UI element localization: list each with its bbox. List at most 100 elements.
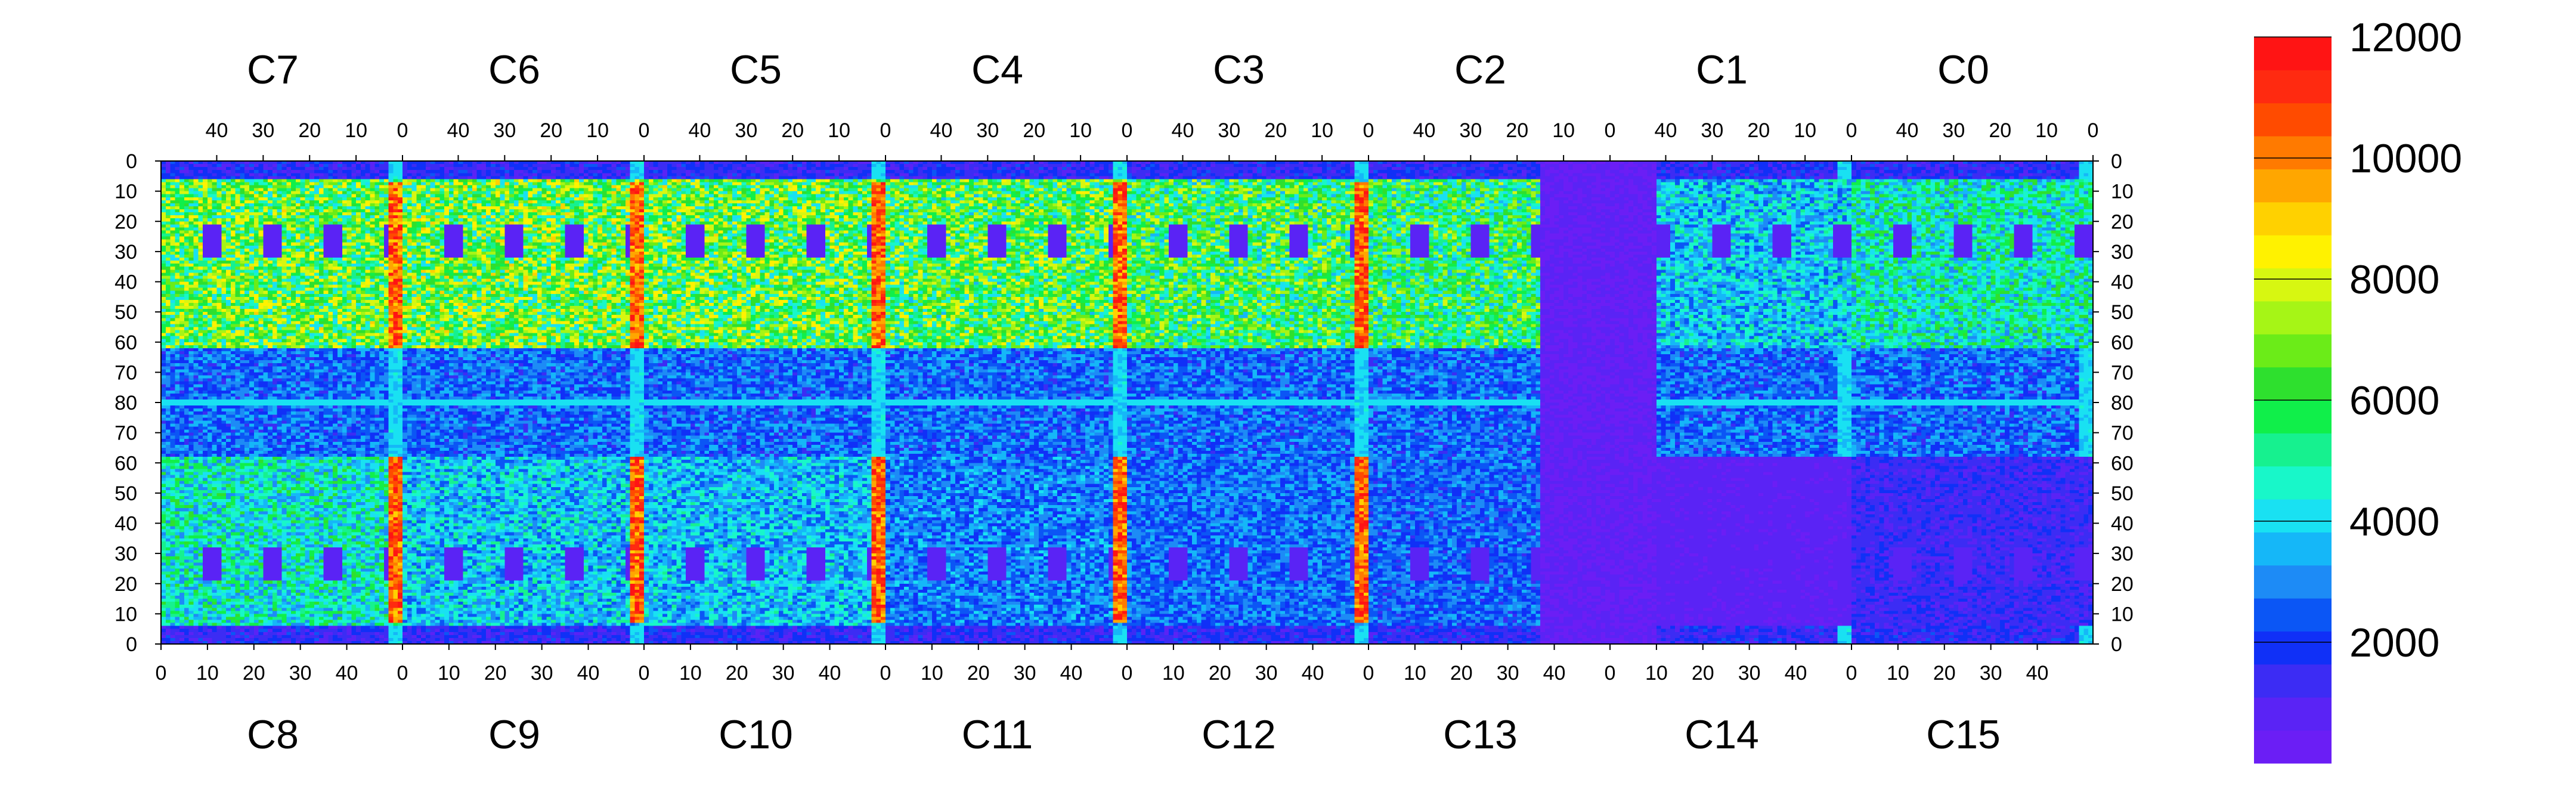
y-tick-label-left: 60 bbox=[114, 332, 137, 354]
colorbar-segment bbox=[2254, 730, 2332, 764]
colorbar-segment bbox=[2254, 532, 2332, 566]
bottom-x-tick-label: 40 bbox=[336, 662, 358, 685]
bottom-x-tick-label: 0 bbox=[156, 662, 167, 685]
colorbar-tick-label: 8000 bbox=[2349, 257, 2439, 302]
heatmap-image bbox=[161, 161, 2093, 644]
top-x-tick-label: 30 bbox=[1218, 119, 1240, 142]
chip-label-top: C5 bbox=[730, 47, 782, 92]
bottom-x-tick-label: 0 bbox=[1122, 662, 1133, 685]
colorbar-segment bbox=[2254, 136, 2332, 169]
bottom-x-tick-label: 20 bbox=[1209, 662, 1231, 685]
y-tick-label-left: 10 bbox=[114, 603, 137, 626]
y-tick-label-right: 60 bbox=[2111, 332, 2134, 354]
y-tick-label-left: 50 bbox=[114, 482, 137, 505]
y-tick-label-right: 30 bbox=[2111, 241, 2134, 264]
colorbar-segment bbox=[2254, 37, 2332, 70]
y-tick-label-right: 60 bbox=[2111, 452, 2134, 475]
colorbar-segment bbox=[2254, 631, 2332, 665]
bottom-x-tick-label: 10 bbox=[1162, 662, 1185, 685]
top-x-tick-label: 10 bbox=[1311, 119, 1333, 142]
bottom-x-tick-label: 10 bbox=[196, 662, 219, 685]
colorbar-segment bbox=[2254, 169, 2332, 203]
colorbar-segment bbox=[2254, 235, 2332, 269]
colorbar-segment bbox=[2254, 466, 2332, 500]
bottom-x-tick-label: 0 bbox=[1605, 662, 1616, 685]
chip-labels: C7 C6 C5 C4 C3 C2 C1 C0 C8 C9 C10 C11 C12 C13 C14 C15 bbox=[247, 47, 2001, 757]
top-x-tick-label: 20 bbox=[1747, 119, 1770, 142]
chip-label-bottom: C8 bbox=[247, 712, 299, 757]
top-x-tick-label: 40 bbox=[1413, 119, 1436, 142]
top-x-tick-label: 40 bbox=[447, 119, 470, 142]
bottom-x-tick-label: 40 bbox=[1543, 662, 1566, 685]
bottom-x-tick-label: 10 bbox=[1887, 662, 1909, 685]
colorbar-segment bbox=[2254, 400, 2332, 434]
top-x-tick-label: 0 bbox=[1122, 119, 1133, 142]
colorbar-segment bbox=[2254, 334, 2332, 368]
chip-label-bottom: C14 bbox=[1685, 712, 1759, 757]
chip-label-top: C3 bbox=[1213, 47, 1265, 92]
colorbar-segment bbox=[2254, 367, 2332, 401]
heatmap-cells bbox=[161, 161, 2093, 644]
top-x-tick-label: 20 bbox=[1506, 119, 1528, 142]
y-tick-label-left: 50 bbox=[114, 301, 137, 324]
y-tick-label-right: 70 bbox=[2111, 422, 2134, 445]
y-tick-label-left: 40 bbox=[114, 271, 137, 294]
top-x-tick-label: 40 bbox=[930, 119, 953, 142]
top-x-tick-label: 10 bbox=[828, 119, 850, 142]
bottom-x-tick-label: 0 bbox=[1363, 662, 1374, 685]
y-tick-label-right: 70 bbox=[2111, 361, 2134, 384]
bottom-x-tick-label: 0 bbox=[1846, 662, 1857, 685]
y-tick-label-left: 40 bbox=[114, 513, 137, 535]
top-x-tick-label: 20 bbox=[781, 119, 804, 142]
chip-label-bottom: C9 bbox=[488, 712, 540, 757]
y-tick-label-left: 60 bbox=[114, 452, 137, 475]
y-tick-label-right: 50 bbox=[2111, 482, 2134, 505]
bottom-x-tick-label: 20 bbox=[243, 662, 265, 685]
top-x-tick-label: 20 bbox=[1023, 119, 1045, 142]
chip-label-top: C4 bbox=[971, 47, 1023, 92]
top-x-tick-label: 0 bbox=[1363, 119, 1374, 142]
top-x-tick-label: 10 bbox=[345, 119, 367, 142]
chip-label-bottom: C11 bbox=[962, 712, 1033, 757]
chip-label-bottom: C12 bbox=[1202, 712, 1276, 757]
colorbar-segment bbox=[2254, 598, 2332, 632]
colorbar-segment bbox=[2254, 103, 2332, 137]
top-x-tick-label: 0 bbox=[2088, 119, 2099, 142]
colorbar-segment bbox=[2254, 70, 2332, 104]
bottom-x-tick-label: 40 bbox=[1785, 662, 1807, 685]
top-x-tick-label: 0 bbox=[1846, 119, 1857, 142]
top-x-tick-label: 20 bbox=[540, 119, 562, 142]
top-x-tick-label: 30 bbox=[493, 119, 516, 142]
y-tick-label-left: 70 bbox=[114, 361, 137, 384]
y-tick-label-right: 20 bbox=[2111, 210, 2134, 233]
chip-label-top: C0 bbox=[1937, 47, 1989, 92]
y-tick-label-left: 20 bbox=[114, 573, 137, 596]
y-tick-label-right: 50 bbox=[2111, 301, 2134, 324]
chip-label-bottom: C13 bbox=[1443, 712, 1518, 757]
bottom-x-tick-label: 10 bbox=[438, 662, 460, 685]
top-x-tick-label: 10 bbox=[1552, 119, 1575, 142]
top-x-tick-label: 30 bbox=[735, 119, 757, 142]
bottom-x-tick-label: 40 bbox=[1060, 662, 1083, 685]
bottom-x-tick-label: 0 bbox=[639, 662, 650, 685]
y-tick-label-right: 0 bbox=[2111, 150, 2122, 173]
bottom-x-tick-label: 40 bbox=[2026, 662, 2049, 685]
y-tick-label-left: 10 bbox=[114, 181, 137, 203]
colorbar-segment bbox=[2254, 433, 2332, 467]
top-x-tick-label: 0 bbox=[1605, 119, 1616, 142]
top-x-tick-label: 10 bbox=[1794, 119, 1816, 142]
top-x-tick-label: 20 bbox=[1989, 119, 2011, 142]
bottom-x-tick-label: 40 bbox=[577, 662, 600, 685]
bottom-x-tick-label: 30 bbox=[1014, 662, 1036, 685]
bottom-x-tick-label: 20 bbox=[1692, 662, 1714, 685]
colorbar-segment bbox=[2254, 565, 2332, 599]
top-x-tick-label: 10 bbox=[586, 119, 609, 142]
bottom-x-tick-label: 30 bbox=[772, 662, 795, 685]
bottom-x-tick-label: 30 bbox=[289, 662, 312, 685]
bottom-x-tick-label: 20 bbox=[1450, 662, 1473, 685]
bottom-x-tick-label: 20 bbox=[967, 662, 990, 685]
top-x-tick-label: 20 bbox=[1264, 119, 1287, 142]
bottom-x-tick-label: 20 bbox=[484, 662, 507, 685]
